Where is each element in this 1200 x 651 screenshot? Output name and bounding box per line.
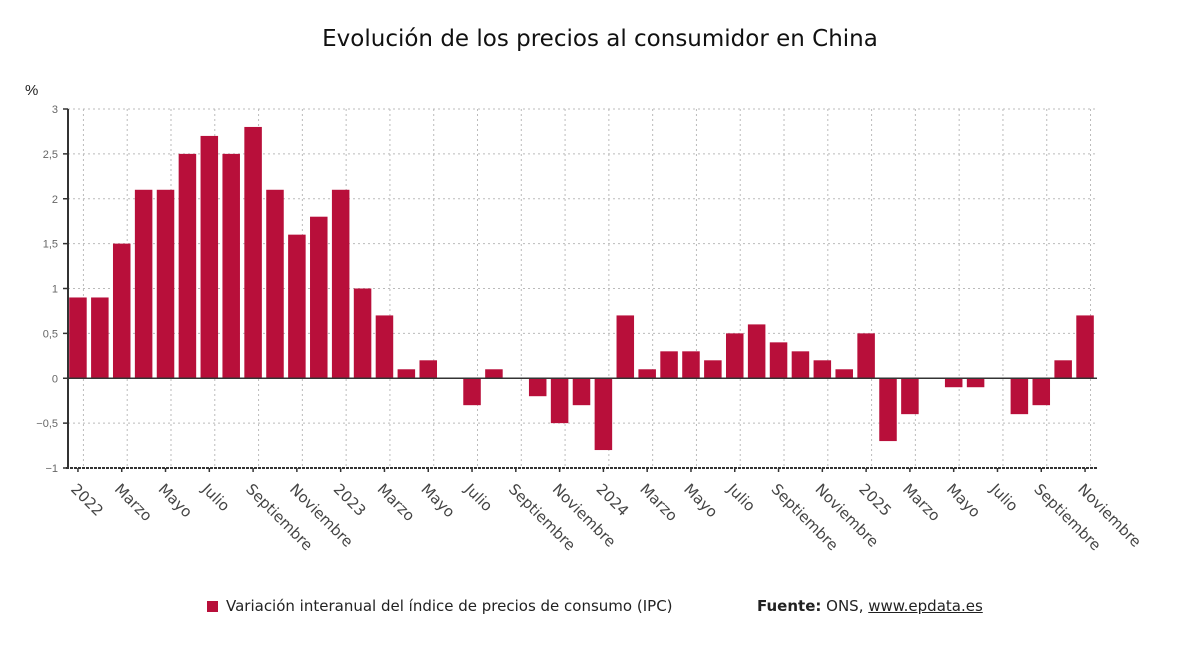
bar [528, 378, 547, 397]
source: Fuente: ONS, www.epdata.es [757, 597, 983, 615]
y-tick-label: 2,5 [43, 149, 58, 161]
bar [616, 315, 635, 379]
bar [331, 189, 350, 379]
bar [288, 234, 306, 379]
y-tick-label: −1 [45, 463, 58, 475]
bar [550, 378, 569, 424]
bar [747, 324, 766, 379]
bar [638, 369, 656, 379]
bar [572, 378, 591, 406]
bar [791, 351, 810, 379]
footer: Variación interanual del índice de preci… [0, 597, 1200, 619]
bars [69, 126, 1094, 451]
x-tick-label: Julio [986, 479, 1022, 515]
source-text: ONS, [821, 597, 869, 615]
bar [1076, 315, 1094, 379]
x-tick-label: Marzo [636, 480, 681, 525]
bar [266, 189, 284, 379]
bar [463, 378, 481, 406]
x-tick-label: Marzo [899, 480, 944, 525]
bar [419, 360, 438, 379]
y-axis-ticks: 3 2,5 2 1,5 1 0,5 0 −0,5 −1 [36, 104, 68, 475]
legend-label: Variación interanual del índice de preci… [226, 597, 673, 615]
y-tick-label: 3 [52, 104, 58, 116]
x-tick-label: 2024 [593, 480, 633, 520]
bar [901, 378, 919, 415]
x-tick-label: Marzo [111, 480, 156, 525]
bar [682, 351, 700, 379]
x-tick-label: Julio [723, 479, 759, 515]
bar [1010, 378, 1029, 415]
legend: Variación interanual del índice de preci… [207, 597, 673, 615]
y-tick-label: 1 [52, 284, 58, 296]
x-tick-label: 2022 [67, 480, 107, 520]
y-tick-label: 0 [52, 373, 58, 385]
grid [68, 108, 1097, 468]
source-link[interactable]: www.epdata.es [868, 597, 983, 615]
x-tick-label: 2023 [330, 480, 370, 520]
x-tick-label: Mayo [417, 480, 458, 521]
bar [660, 351, 678, 379]
x-tick-label: Mayo [943, 480, 984, 521]
bar [725, 333, 744, 379]
x-tick-label: 2025 [855, 480, 895, 520]
y-tick-label: 1,5 [43, 239, 58, 251]
bar [178, 153, 197, 379]
y-tick-label: 0,5 [43, 328, 58, 340]
bar [594, 378, 613, 451]
bar [944, 378, 963, 388]
bar [857, 333, 875, 379]
bar [244, 126, 262, 379]
x-tick-label: Marzo [374, 480, 419, 525]
y-tick-label: 2 [52, 194, 58, 206]
x-tick-label: Julio [198, 479, 234, 515]
bar [704, 360, 722, 379]
bar [353, 288, 372, 379]
chart-title: Evolución de los precios al consumidor e… [322, 26, 878, 52]
bar [966, 378, 985, 388]
x-tick-label: Mayo [680, 480, 721, 521]
bar [397, 369, 416, 379]
bar [69, 297, 87, 379]
axes [66, 109, 1097, 469]
bar [310, 216, 328, 379]
y-tick-label: −0,5 [36, 418, 58, 430]
bar [91, 297, 109, 379]
x-tick-label: Julio [460, 479, 496, 515]
bar [222, 153, 240, 379]
bar [375, 315, 394, 379]
bar [485, 369, 503, 379]
y-axis-unit: % [25, 82, 38, 99]
bar [1032, 378, 1051, 406]
bar [112, 243, 131, 379]
legend-swatch [207, 600, 218, 612]
bar [1054, 360, 1072, 379]
bar [134, 189, 153, 379]
bar [200, 135, 219, 379]
source-label: Fuente: [757, 597, 822, 615]
bar [769, 342, 788, 379]
bar [835, 369, 853, 379]
x-tick-label: Mayo [155, 480, 196, 521]
bar [813, 360, 832, 379]
bar [879, 378, 897, 442]
bar [156, 189, 175, 379]
